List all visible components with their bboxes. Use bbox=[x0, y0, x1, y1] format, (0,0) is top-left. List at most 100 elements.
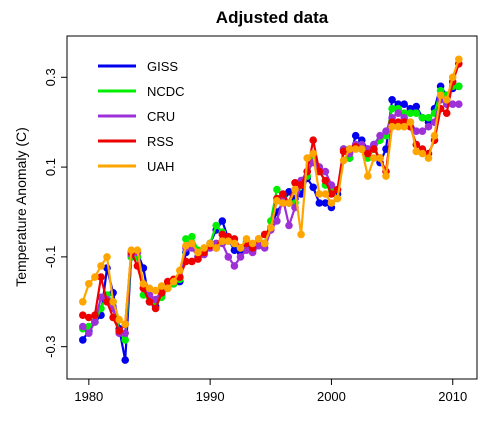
legend: GISS NCDC CRU RSS UAH bbox=[98, 59, 185, 174]
data-point bbox=[224, 253, 233, 261]
legend-label-cru: CRU bbox=[147, 109, 175, 124]
data-point bbox=[145, 284, 154, 293]
data-point bbox=[376, 131, 384, 140]
data-point bbox=[97, 273, 105, 281]
data-point bbox=[182, 235, 190, 243]
data-point bbox=[321, 167, 330, 176]
data-point bbox=[315, 190, 324, 198]
legend-label-giss: GISS bbox=[147, 59, 178, 74]
data-point bbox=[145, 298, 154, 306]
data-point bbox=[436, 91, 445, 100]
data-point bbox=[267, 223, 275, 232]
data-point bbox=[388, 104, 396, 113]
data-point bbox=[182, 241, 190, 250]
data-point bbox=[418, 113, 427, 122]
data-point bbox=[455, 100, 463, 108]
data-point bbox=[121, 356, 129, 364]
data-point bbox=[400, 100, 409, 108]
x-tick-label: 1980 bbox=[74, 389, 103, 404]
data-point bbox=[85, 280, 93, 288]
data-point bbox=[394, 122, 403, 131]
data-point bbox=[400, 122, 409, 131]
data-point bbox=[254, 241, 263, 250]
series-line-uah bbox=[81, 58, 460, 326]
data-point bbox=[321, 199, 330, 207]
legend-label-ncdc: NCDC bbox=[147, 84, 185, 99]
data-point bbox=[109, 313, 117, 322]
data-point bbox=[85, 329, 93, 338]
data-point bbox=[382, 127, 390, 135]
data-point bbox=[455, 82, 463, 91]
data-point bbox=[242, 235, 251, 243]
data-point bbox=[279, 199, 287, 207]
data-point bbox=[303, 154, 312, 162]
data-point bbox=[351, 145, 360, 153]
data-point bbox=[163, 284, 172, 293]
data-point bbox=[273, 217, 281, 225]
data-point bbox=[309, 183, 318, 192]
data-point bbox=[327, 190, 336, 198]
data-point bbox=[176, 266, 184, 275]
data-point bbox=[455, 55, 463, 64]
data-point bbox=[236, 253, 245, 261]
data-point bbox=[388, 122, 396, 131]
data-point bbox=[370, 145, 378, 153]
data-point bbox=[327, 181, 336, 189]
data-point bbox=[388, 96, 396, 104]
data-point bbox=[297, 230, 305, 239]
data-point bbox=[291, 185, 299, 194]
x-tick-label: 1990 bbox=[196, 389, 225, 404]
data-point bbox=[97, 262, 105, 270]
data-point bbox=[327, 199, 336, 207]
data-point bbox=[285, 221, 293, 230]
data-point bbox=[200, 244, 208, 252]
data-point bbox=[315, 199, 324, 207]
data-point bbox=[139, 280, 148, 288]
y-tick-label: -0.3 bbox=[43, 335, 58, 357]
y-axis-label: Temperature Anomaly (C) bbox=[13, 127, 29, 287]
data-point bbox=[109, 298, 117, 306]
data-point bbox=[188, 232, 196, 241]
data-point bbox=[285, 199, 293, 207]
data-point bbox=[364, 149, 372, 158]
y-tick-label: 0.3 bbox=[43, 68, 58, 86]
chart-title: Adjusted data bbox=[216, 8, 329, 27]
data-point bbox=[103, 253, 111, 261]
data-point bbox=[151, 304, 160, 313]
data-point bbox=[418, 149, 427, 158]
data-point bbox=[424, 122, 433, 131]
data-point bbox=[218, 237, 227, 245]
data-point bbox=[260, 239, 269, 248]
data-point bbox=[309, 136, 318, 144]
data-point bbox=[230, 262, 239, 270]
data-point bbox=[188, 239, 196, 248]
data-point bbox=[115, 315, 123, 324]
data-point bbox=[206, 239, 214, 248]
data-point bbox=[321, 176, 330, 185]
data-point bbox=[297, 181, 305, 189]
series-uah bbox=[79, 55, 463, 329]
data-point bbox=[218, 217, 227, 225]
data-point bbox=[194, 248, 202, 257]
data-point bbox=[370, 154, 378, 162]
data-point bbox=[157, 282, 166, 290]
y-tick-label: 0.1 bbox=[43, 158, 58, 176]
axes: 1980 1990 2000 2010 -0.3 -0.1 0.1 0.3 bbox=[43, 68, 467, 404]
data-point bbox=[291, 179, 299, 187]
data-point bbox=[212, 221, 220, 230]
data-point bbox=[351, 131, 360, 140]
data-point bbox=[242, 246, 251, 254]
data-point bbox=[115, 327, 123, 335]
data-point bbox=[230, 246, 239, 254]
data-point bbox=[218, 230, 227, 239]
data-point bbox=[224, 237, 233, 245]
data-point bbox=[345, 145, 354, 153]
data-point bbox=[424, 113, 433, 122]
data-point bbox=[315, 167, 324, 176]
data-point bbox=[448, 73, 457, 82]
data-point bbox=[127, 246, 136, 254]
legend-label-uah: UAH bbox=[147, 159, 174, 174]
data-point bbox=[394, 109, 403, 117]
data-point bbox=[188, 257, 196, 266]
data-point bbox=[412, 102, 421, 111]
